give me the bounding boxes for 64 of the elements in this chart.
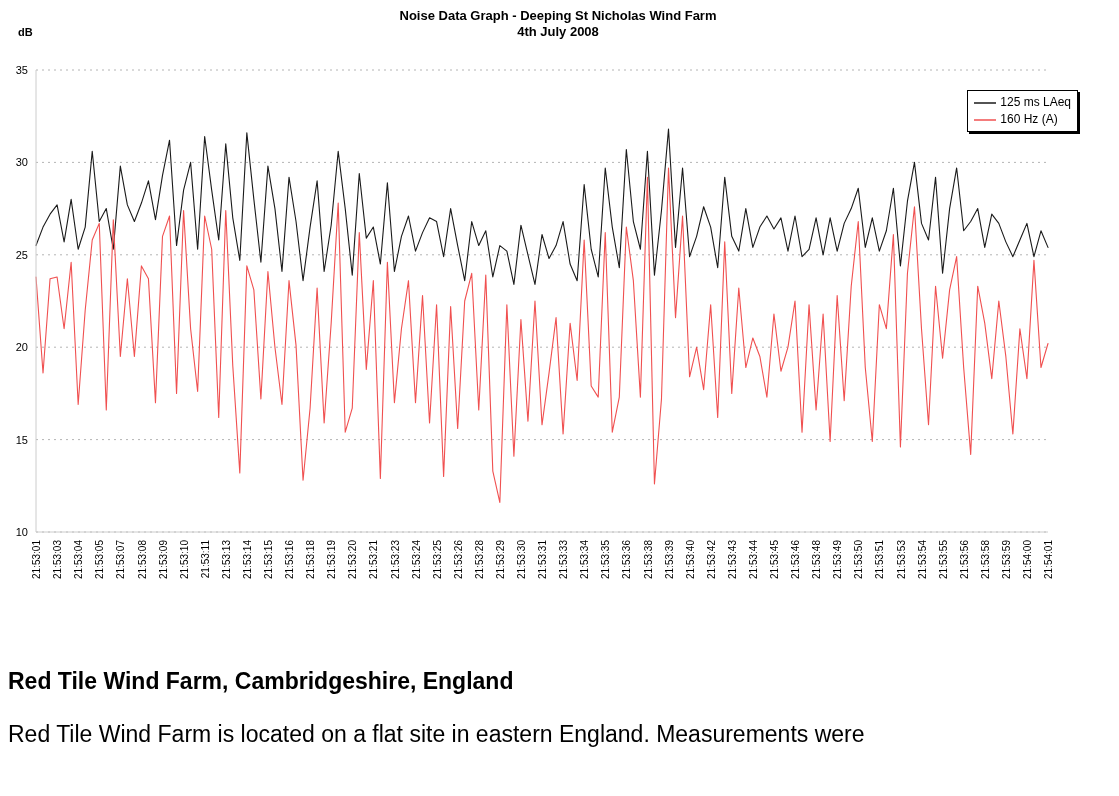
x-tick-label: 21:53:28: [473, 539, 485, 579]
y-axis-title: dB: [18, 26, 33, 38]
x-tick-label: 21:53:50: [853, 539, 865, 579]
x-tick-label: 21:53:53: [895, 539, 907, 579]
y-tick-label: 10: [15, 525, 28, 538]
text: Red Tile Wind Farm, Cambridgeshire, England: [8, 668, 515, 695]
x-tick-label: 21:53:30: [516, 539, 528, 579]
y-tick-label: 15: [15, 433, 28, 446]
x-tick-label: 21:53:48: [811, 539, 823, 579]
x-tick-label: 21:54:01: [1043, 539, 1055, 579]
x-tick-label: 21:53:09: [157, 539, 169, 579]
x-tick-label: 21:53:23: [389, 539, 401, 579]
y-tick-label: 25: [15, 248, 28, 261]
x-tick-label: 21:53:42: [705, 539, 717, 579]
x-tick-label: 21:53:49: [832, 539, 844, 579]
x-tick-label: 21:53:07: [115, 539, 127, 579]
x-tick-label: 21:53:19: [326, 539, 338, 579]
x-tick-label: 21:53:56: [958, 539, 970, 579]
chart-subtitle: 4th July 2008: [517, 24, 599, 39]
x-tick-label: 21:53:43: [726, 539, 738, 579]
x-tick-label: 21:53:34: [579, 539, 591, 579]
x-tick-label: 21:53:35: [600, 539, 612, 579]
x-tick-label: 21:53:29: [494, 539, 506, 579]
x-tick-label: 21:53:58: [979, 539, 991, 579]
x-tick-label: 21:53:36: [621, 539, 633, 579]
x-tick-label: 21:53:59: [1000, 539, 1012, 579]
x-tick-label: 21:53:10: [178, 539, 190, 579]
x-tick-label: 21:53:44: [747, 539, 759, 579]
y-tick-label: 20: [15, 341, 28, 354]
x-tick-label: 21:53:40: [684, 539, 696, 579]
x-tick-label: 21:53:55: [937, 539, 949, 579]
x-tick-label: 21:53:13: [220, 539, 232, 579]
x-tick-label: 21:53:11: [199, 539, 211, 579]
line-series: [35, 128, 1049, 285]
x-tick-label: 21:53:39: [663, 539, 675, 579]
x-tick-label: 21:53:26: [452, 539, 464, 579]
x-tick-label: 21:53:03: [52, 539, 64, 579]
x-tick-label: 21:53:05: [94, 539, 106, 579]
x-tick-label: 21:53:38: [642, 539, 654, 579]
legend-label: 160 Hz (A): [1000, 111, 1058, 128]
x-tick-label: 21:53:21: [368, 539, 380, 579]
x-tick-label: 21:53:16: [284, 539, 296, 579]
x-tick-label: 21:53:24: [410, 539, 422, 579]
x-tick-label: 21:54:00: [1022, 539, 1034, 579]
x-tick-label: 21:53:51: [874, 539, 886, 579]
x-tick-label: 21:53:25: [431, 539, 443, 579]
x-tick-label: 21:53:15: [263, 539, 275, 579]
text: Red Tile Wind Farm is located on a flat site in eastern England. Measurements were: [8, 721, 866, 748]
x-tick-label: 21:53:31: [537, 539, 549, 579]
x-tick-label: 21:53:20: [347, 539, 359, 579]
x-tick-label: 21:53:04: [73, 539, 85, 579]
x-tick-label: 21:53:46: [790, 539, 802, 579]
x-tick-label: 21:53:45: [769, 539, 781, 579]
x-tick-label: 21:53:54: [916, 539, 928, 579]
y-tick-label: 30: [15, 156, 28, 169]
x-tick-label: 21:53:14: [241, 539, 253, 579]
x-tick-label: 21:53:01: [31, 539, 43, 579]
x-tick-label: 21:53:08: [136, 539, 148, 579]
chart-title: Noise Data Graph - Deeping St Nicholas Wind Farm: [398, 8, 718, 24]
y-tick-label: 35: [15, 63, 28, 76]
x-tick-label: 21:53:18: [305, 539, 317, 579]
line-series: [35, 167, 1049, 503]
x-tick-label: 21:53:33: [558, 539, 570, 579]
legend-label: 125 ms LAeq: [1000, 94, 1071, 111]
